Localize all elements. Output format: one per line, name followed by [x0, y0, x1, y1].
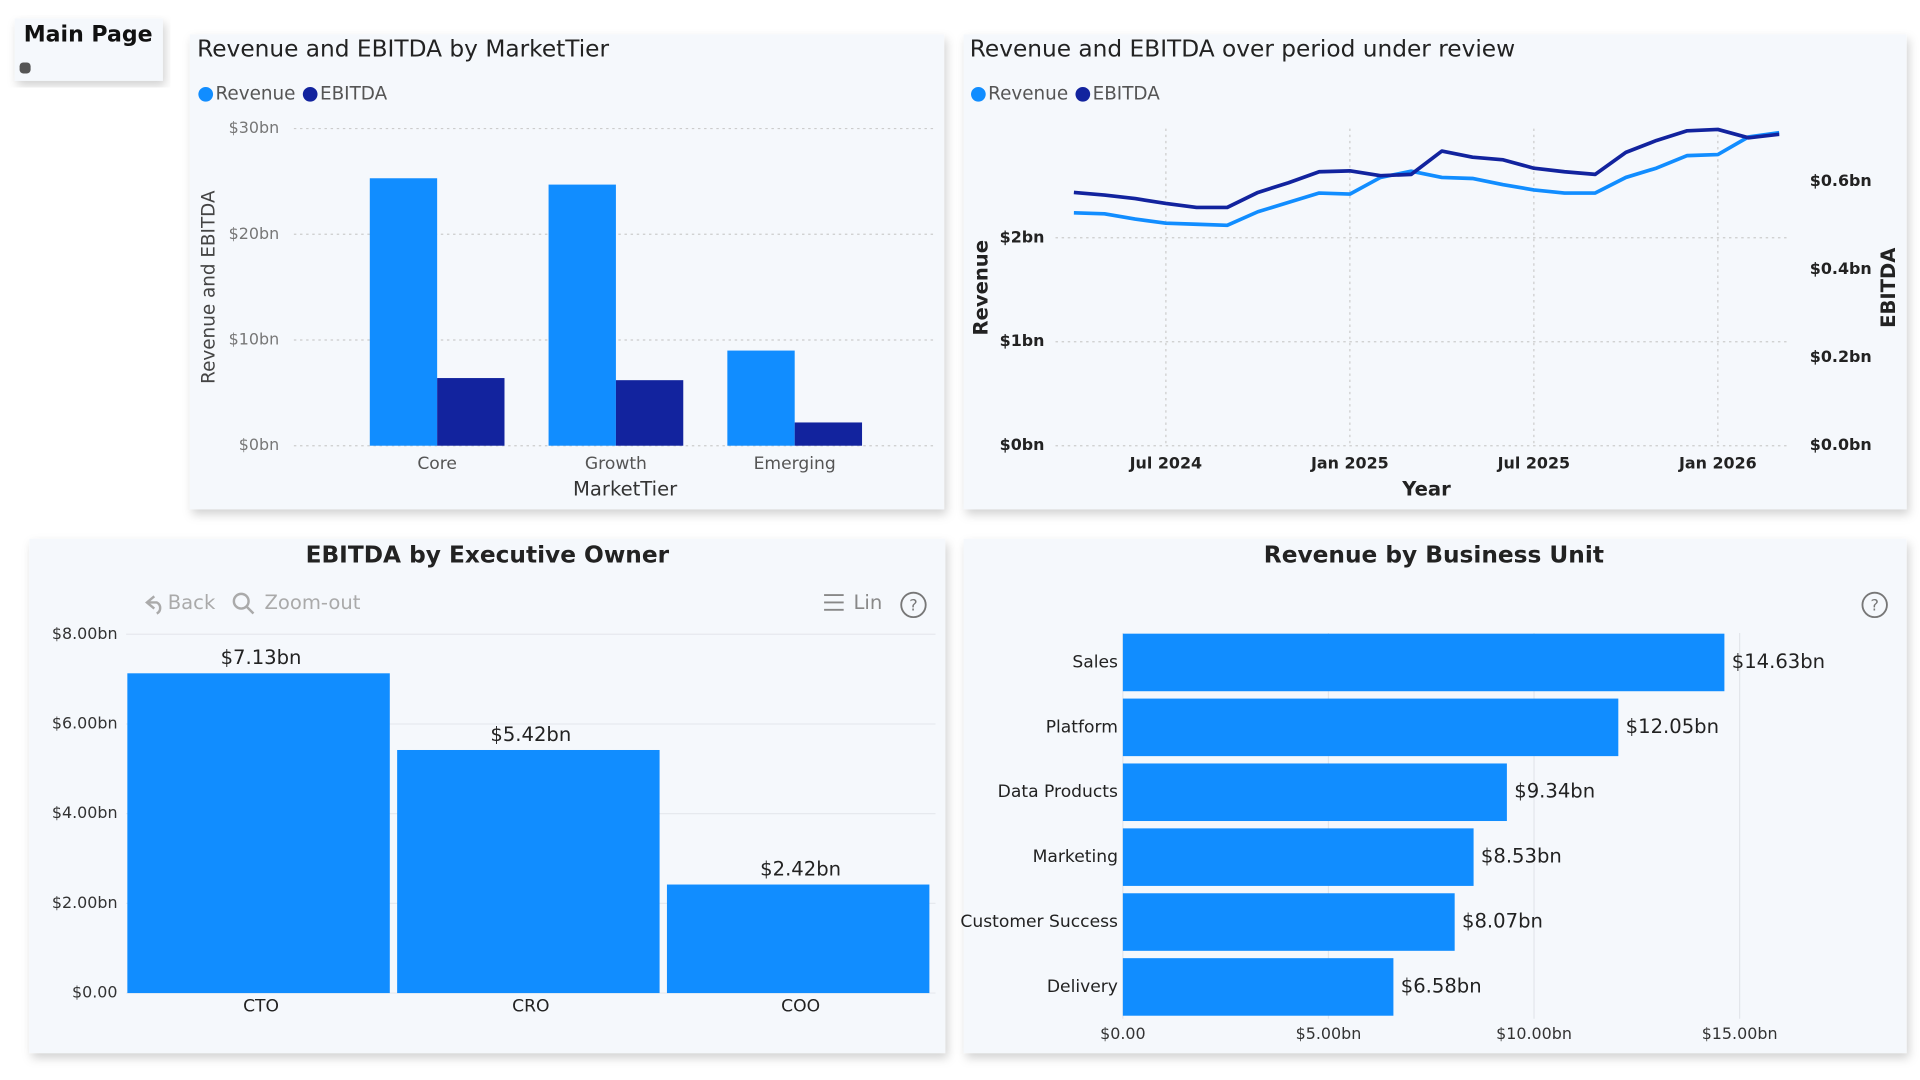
- bar: [666, 884, 930, 994]
- bar: [794, 422, 863, 446]
- y2-tick-label: $0.4bn: [1810, 259, 1872, 278]
- nav-button[interactable]: Main Page: [14, 18, 163, 81]
- data-label: $14.63bn: [1732, 650, 1825, 673]
- bar: [397, 749, 660, 994]
- x-axis-title: Year: [1401, 477, 1451, 500]
- y-tick-label: $20bn: [229, 224, 280, 243]
- x-tick-label: Jul 2025: [1497, 454, 1571, 473]
- bar: [437, 378, 505, 446]
- x-tick-label: $10.00bn: [1496, 1024, 1572, 1043]
- x-tick-label: Emerging: [754, 454, 836, 474]
- y-tick-label: $2bn: [1000, 227, 1045, 246]
- chart-title: Revenue by Business Unit: [1264, 541, 1604, 568]
- legend-label: Revenue: [216, 83, 296, 104]
- y-tick-label: Data Products: [998, 782, 1118, 802]
- y-axis-title: Revenue: [970, 240, 993, 336]
- zoom-icon[interactable]: [232, 592, 250, 610]
- bar: [1122, 763, 1507, 822]
- zoom-icon[interactable]: [245, 605, 255, 615]
- line: [1073, 127, 1780, 210]
- x-tick-label: Growth: [585, 454, 647, 474]
- x-tick-label: COO: [781, 997, 820, 1017]
- legend-label: EBITDA: [1093, 83, 1161, 104]
- bar: [1122, 958, 1394, 1016]
- help-icon[interactable]: [900, 591, 927, 619]
- legend-swatch: [198, 86, 214, 102]
- data-label: $9.34bn: [1514, 780, 1595, 803]
- y-tick-label: $1bn: [1000, 331, 1045, 350]
- y-tick-label: Sales: [1072, 652, 1118, 672]
- y-tick-label: $4.00bn: [52, 803, 118, 822]
- bar: [369, 178, 438, 446]
- legend-swatch: [302, 86, 318, 102]
- y-tick-label: Customer Success: [960, 912, 1118, 932]
- chart-title: Revenue and EBITDA over period under rev…: [970, 36, 1515, 63]
- bar: [548, 184, 616, 446]
- data-label: $12.05bn: [1626, 715, 1719, 738]
- x-tick-label: $5.00bn: [1296, 1024, 1362, 1043]
- x-tick-label: CTO: [243, 997, 279, 1017]
- bar: [615, 380, 684, 446]
- y-tick-label: $0bn: [1000, 435, 1045, 454]
- y-tick-label: $6.00bn: [52, 713, 118, 732]
- y-tick-label: $0bn: [239, 435, 279, 454]
- y-axis-title: Revenue and EBITDA: [198, 190, 219, 384]
- bar: [1122, 893, 1455, 951]
- x-axis-title: MarketTier: [573, 477, 678, 500]
- y2-tick-label: $0.0bn: [1810, 435, 1872, 454]
- button-dot: [19, 62, 31, 74]
- back-button[interactable]: Back: [168, 591, 216, 614]
- y-tick-label: $30bn: [229, 118, 280, 137]
- bar: [1122, 828, 1474, 886]
- legend-label: Revenue: [988, 83, 1068, 104]
- chart-title: Revenue and EBITDA by MarketTier: [197, 36, 609, 63]
- y-tick-label: $2.00bn: [52, 893, 118, 912]
- bar: [127, 673, 390, 994]
- y2-tick-label: $0.6bn: [1810, 171, 1872, 190]
- y-tick-label: Marketing: [1033, 847, 1118, 867]
- x-tick-label: Jul 2024: [1129, 454, 1203, 473]
- x-tick-label: Jan 2026: [1678, 454, 1757, 473]
- y-tick-label: Delivery: [1047, 977, 1118, 997]
- x-tick-label: Jan 2025: [1310, 454, 1389, 473]
- bar: [727, 350, 795, 446]
- help-icon[interactable]: [1861, 591, 1888, 619]
- y-tick-label: $8.00bn: [52, 624, 118, 643]
- y-tick-label: Platform: [1046, 717, 1118, 737]
- y2-axis-title: EBITDA: [1877, 247, 1900, 328]
- legend-swatch: [1075, 86, 1091, 102]
- zoom-out-button[interactable]: Zoom-out: [264, 591, 360, 614]
- chart-title: EBITDA by Executive Owner: [306, 541, 670, 568]
- panel: [963, 34, 1907, 510]
- y-tick-label: $10bn: [229, 330, 280, 349]
- list-button[interactable]: Lin: [853, 591, 882, 614]
- data-label: $2.42bn: [760, 857, 841, 880]
- line: [1073, 130, 1780, 228]
- back-icon[interactable]: [145, 595, 162, 615]
- button-label[interactable]: Main Page: [24, 23, 153, 48]
- data-label: $8.07bn: [1462, 910, 1543, 933]
- data-label: $6.58bn: [1401, 974, 1482, 997]
- x-tick-label: $15.00bn: [1702, 1024, 1778, 1043]
- list-icon[interactable]: [824, 594, 844, 611]
- x-tick-label: $0.00: [1100, 1024, 1146, 1043]
- x-tick-label: Core: [417, 454, 457, 474]
- bar: [1122, 633, 1725, 692]
- data-label: $5.42bn: [490, 723, 571, 746]
- help-mark[interactable]: ?: [1870, 596, 1878, 615]
- legend-swatch: [971, 86, 986, 102]
- legend-label: EBITDA: [320, 83, 388, 104]
- bar: [1122, 698, 1619, 757]
- y2-tick-label: $0.2bn: [1810, 347, 1872, 366]
- data-label: $7.13bn: [221, 646, 302, 669]
- toolbar: Back Zoom-out Lin ? ?: [145, 591, 1888, 619]
- button-bg[interactable]: [14, 18, 163, 81]
- data-label: $8.53bn: [1481, 845, 1562, 868]
- y-tick-label: $0.00: [72, 983, 118, 1002]
- x-tick-label: CRO: [512, 997, 549, 1017]
- help-mark[interactable]: ?: [909, 596, 917, 615]
